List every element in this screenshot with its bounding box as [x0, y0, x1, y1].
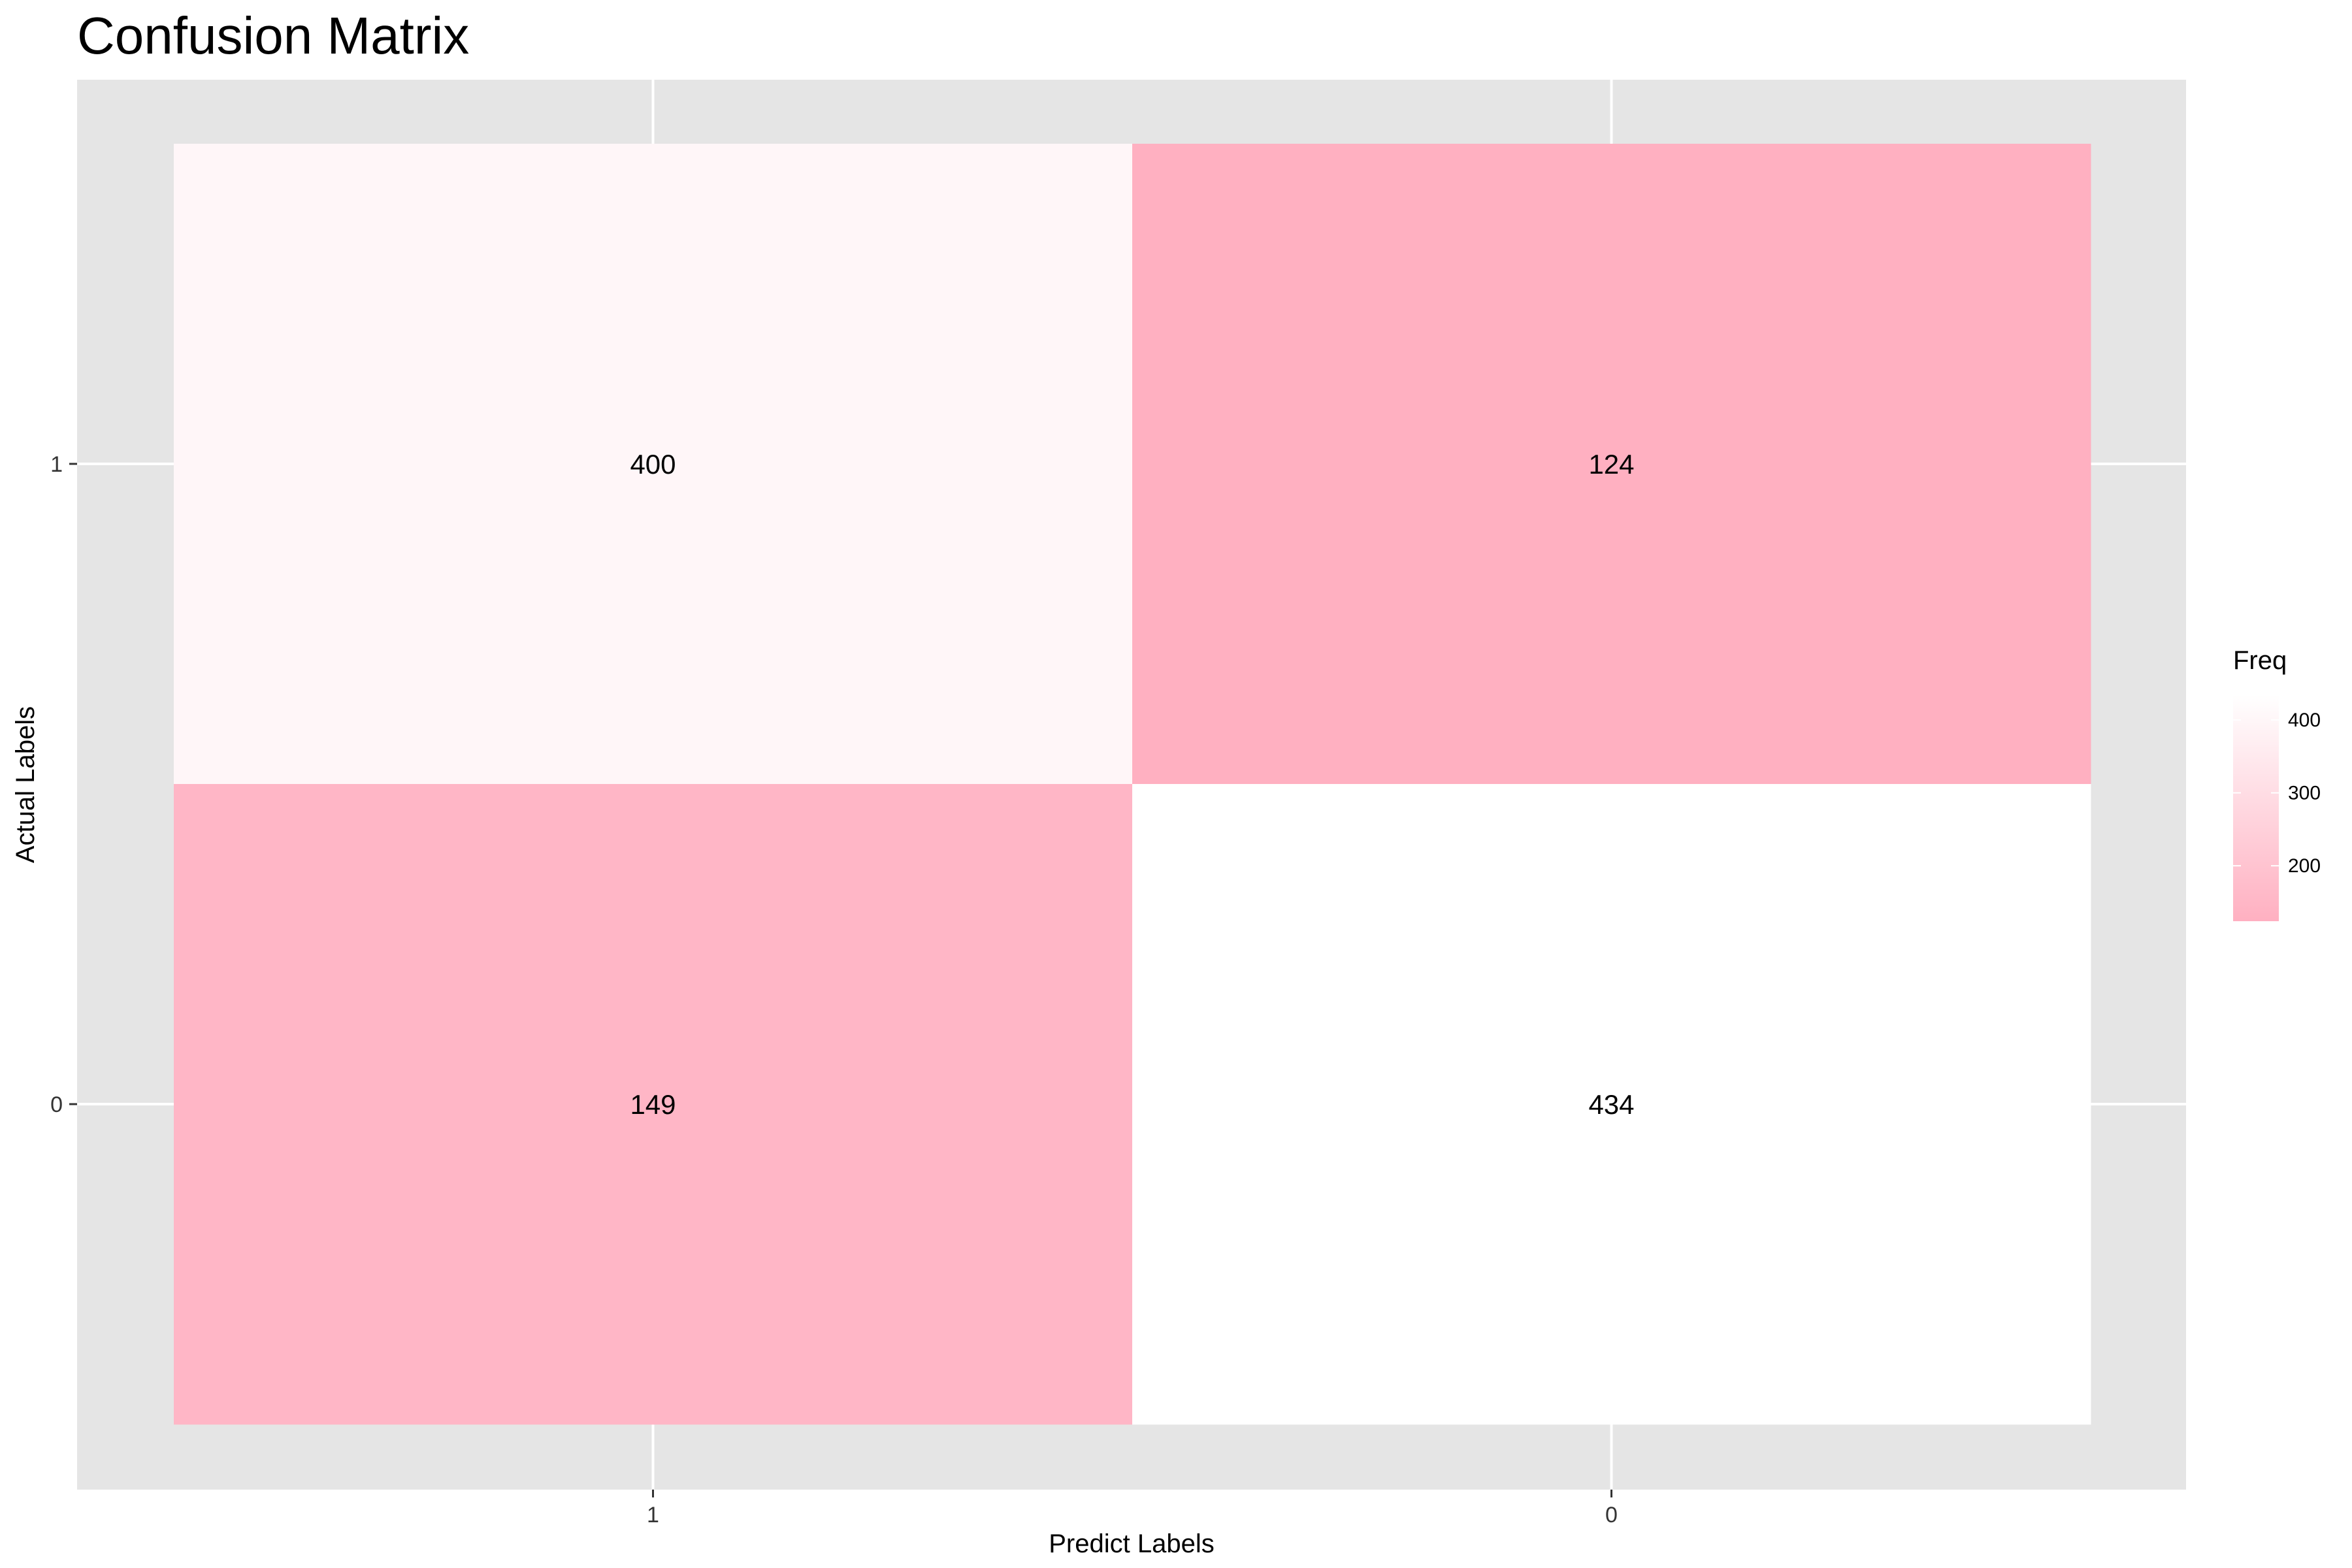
y-tick-label: 1 — [50, 452, 63, 477]
cell-labels: 400 124 149 434 — [630, 449, 1634, 1120]
cell-value-label: 434 — [1588, 1089, 1634, 1120]
cell-value-label: 149 — [630, 1089, 676, 1120]
legend-colorbar — [2233, 695, 2279, 921]
y-axis-ticks: 10 — [50, 452, 77, 1117]
y-axis-title: Actual Labels — [11, 706, 40, 863]
color-legend: Freq 200 300 400 — [2233, 646, 2321, 921]
legend-title: Freq — [2233, 646, 2287, 675]
x-axis-title: Predict Labels — [1049, 1529, 1214, 1558]
legend-tick-label: 400 — [2288, 710, 2321, 731]
legend-tick-label: 300 — [2288, 783, 2321, 804]
heatmap-cells — [174, 144, 2091, 1425]
heatmap-cell-0-0 — [1132, 784, 2091, 1425]
heatmap-cell-0-1 — [174, 784, 1133, 1425]
cell-value-label: 400 — [630, 449, 676, 480]
x-tick-label: 0 — [1605, 1503, 1618, 1527]
cell-value-label: 124 — [1588, 449, 1634, 480]
chart-title: Confusion Matrix — [77, 7, 469, 65]
y-tick-label: 0 — [50, 1092, 63, 1117]
legend-ticks: 200 300 400 — [2233, 710, 2321, 877]
heatmap-cell-1-1 — [174, 144, 1133, 785]
x-tick-label: 1 — [647, 1503, 659, 1527]
heatmap-cell-1-0 — [1132, 144, 2091, 785]
legend-tick-label: 200 — [2288, 855, 2321, 877]
